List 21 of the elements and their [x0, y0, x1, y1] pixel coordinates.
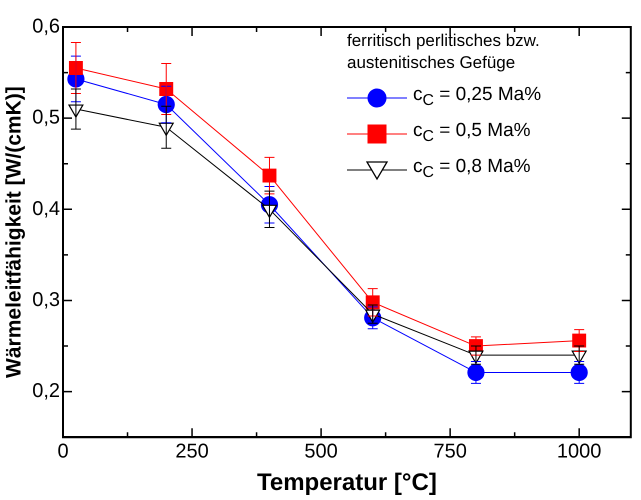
point: [467, 364, 485, 382]
y-tick-label: 0,3: [32, 288, 60, 311]
point: [68, 61, 83, 75]
x-tick-label: 0: [57, 440, 69, 463]
x-axis-title: Temperatur [°C]: [256, 469, 437, 496]
x-tick-label: 750: [433, 440, 467, 463]
x-tick-label: 250: [175, 440, 209, 463]
y-tick-label: 0,2: [32, 380, 60, 402]
legend-label: c$_{C}$ = 0,5 Ma%: [413, 120, 531, 147]
legend-label: c$_{C}$ = 0,25 Ma%: [413, 84, 542, 111]
legend-title: ferritisch perlitisches bzw. austenitisches Gefüge: [347, 30, 541, 74]
y-tick-label: 0,6: [32, 16, 60, 38]
legend-label: c$_{C}$ = 0,8 Ma%: [413, 156, 531, 183]
x-tick-label: 1000: [556, 440, 602, 463]
y-axis-title: Wärmeleitfähigkeit [W/(cmK)]: [2, 86, 26, 378]
point: [262, 168, 276, 183]
point: [572, 334, 586, 348]
y-tick-label: 0,5: [32, 106, 60, 129]
point: [570, 364, 588, 382]
x-tick-label: 500: [304, 440, 338, 463]
y-tick-label: 0,4: [32, 198, 60, 220]
